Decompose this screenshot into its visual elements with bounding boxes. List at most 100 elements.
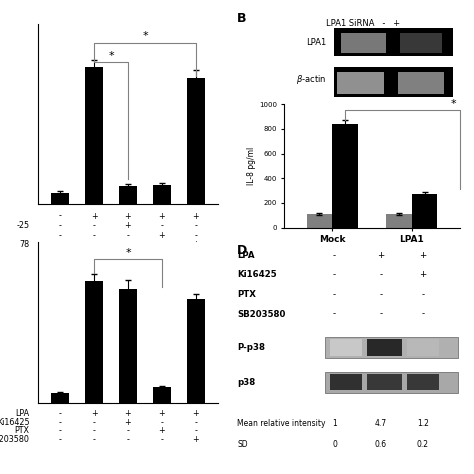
Text: +: + [159, 410, 165, 419]
Text: D: D [237, 244, 247, 257]
Text: -: - [127, 231, 129, 240]
Text: 78: 78 [19, 240, 29, 249]
Text: 1.2: 1.2 [417, 419, 429, 428]
Text: LPA1 SiRNA   -   +: LPA1 SiRNA - + [326, 19, 401, 28]
Bar [153, 185, 171, 204]
Text: -: - [380, 270, 383, 279]
Text: 0: 0 [332, 440, 337, 449]
Y-axis label: IL-8 pg/ml: IL-8 pg/ml [247, 147, 256, 185]
Bar [307, 214, 332, 228]
Text: 1: 1 [332, 419, 337, 428]
Bar [325, 337, 457, 358]
Text: -: - [92, 231, 95, 240]
Bar [330, 374, 363, 391]
Bar [334, 66, 453, 97]
Text: +: + [91, 410, 97, 419]
Text: -: - [161, 418, 164, 427]
Text: -: - [92, 427, 95, 436]
Text: -: - [194, 427, 197, 436]
Text: +: + [159, 211, 165, 220]
Bar [187, 299, 205, 403]
Bar [340, 33, 386, 53]
Bar [153, 387, 171, 403]
Text: *: * [142, 31, 148, 41]
Text: -: - [127, 427, 129, 436]
Text: -: - [92, 418, 95, 427]
Text: Mean relative intensity: Mean relative intensity [237, 419, 326, 428]
Text: -: - [59, 240, 62, 249]
Text: *: * [108, 51, 114, 61]
Bar [367, 374, 402, 391]
Text: -: - [194, 221, 197, 230]
Text: 4.7: 4.7 [375, 419, 387, 428]
Text: p38: p38 [237, 378, 255, 387]
Text: -: - [59, 427, 62, 436]
Text: -: - [380, 290, 383, 299]
Text: -: - [194, 418, 197, 427]
Bar [118, 186, 137, 204]
Bar [118, 289, 137, 403]
Bar [412, 193, 438, 228]
Bar [330, 339, 363, 356]
Bar [85, 67, 103, 204]
Text: -: - [92, 240, 95, 249]
Bar [325, 372, 457, 392]
Text: LPA1: LPA1 [306, 38, 327, 47]
Text: -: - [59, 221, 62, 230]
Bar [332, 124, 358, 228]
Text: 0.6: 0.6 [375, 440, 387, 449]
Text: -: - [333, 270, 336, 279]
Text: LPA: LPA [15, 410, 29, 419]
Bar [367, 339, 402, 356]
Text: SD: SD [237, 440, 247, 449]
Text: *: * [125, 247, 131, 257]
Text: B: B [237, 12, 246, 25]
Text: -: - [59, 231, 62, 240]
Text: SB203580: SB203580 [237, 310, 285, 319]
Text: +: + [125, 410, 131, 419]
Text: -: - [333, 290, 336, 299]
Text: PTX: PTX [237, 290, 256, 299]
Text: +: + [192, 211, 199, 220]
Text: -: - [333, 251, 336, 260]
Text: -: - [127, 435, 129, 444]
Text: -: - [161, 240, 164, 249]
Bar [85, 281, 103, 403]
Text: -: - [92, 221, 95, 230]
Text: +: + [125, 211, 131, 220]
Bar [334, 28, 453, 56]
Text: +: + [192, 435, 199, 444]
Text: Ki16425: Ki16425 [0, 418, 29, 427]
Bar [398, 72, 444, 94]
Text: -: - [161, 221, 164, 230]
Text: +: + [125, 418, 131, 427]
Text: +: + [159, 427, 165, 436]
Bar [407, 374, 439, 391]
Text: -: - [380, 310, 383, 319]
Text: LPA: LPA [237, 251, 255, 260]
Text: +: + [91, 211, 97, 220]
Bar [400, 33, 442, 53]
Text: +: + [159, 231, 165, 240]
Text: +: + [192, 240, 199, 249]
Text: -: - [127, 240, 129, 249]
Text: -: - [59, 435, 62, 444]
Text: -: - [421, 310, 424, 319]
Bar [187, 78, 205, 204]
Text: -: - [194, 231, 197, 240]
Text: Ki16425: Ki16425 [237, 270, 277, 279]
Text: -: - [59, 410, 62, 419]
Text: +: + [377, 251, 384, 260]
Text: SB203580: SB203580 [0, 435, 29, 444]
Text: -: - [59, 418, 62, 427]
Text: P-p38: P-p38 [237, 343, 265, 352]
Text: 0.2: 0.2 [417, 440, 429, 449]
Text: +: + [419, 270, 427, 279]
Bar [51, 193, 69, 204]
Text: -: - [333, 310, 336, 319]
Text: *: * [450, 99, 456, 109]
Bar [337, 72, 384, 94]
Text: -25: -25 [16, 221, 29, 230]
Text: -: - [421, 290, 424, 299]
Text: PTX: PTX [14, 427, 29, 436]
